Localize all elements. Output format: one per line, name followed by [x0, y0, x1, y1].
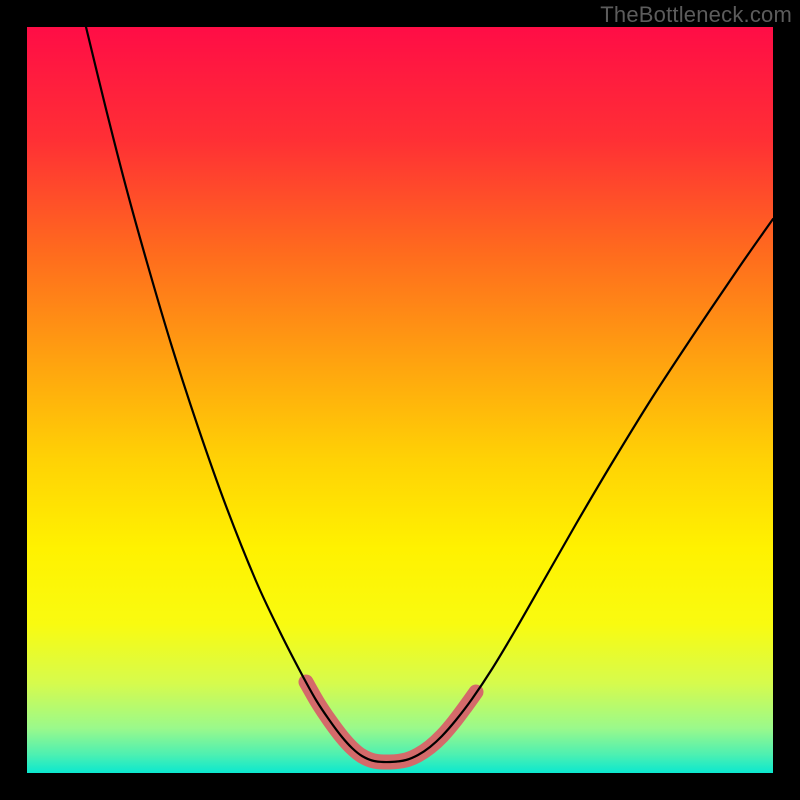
- gradient-background: [27, 27, 773, 773]
- watermark-text: TheBottleneck.com: [600, 2, 792, 28]
- chart-svg: [0, 0, 800, 800]
- chart-stage: TheBottleneck.com: [0, 0, 800, 800]
